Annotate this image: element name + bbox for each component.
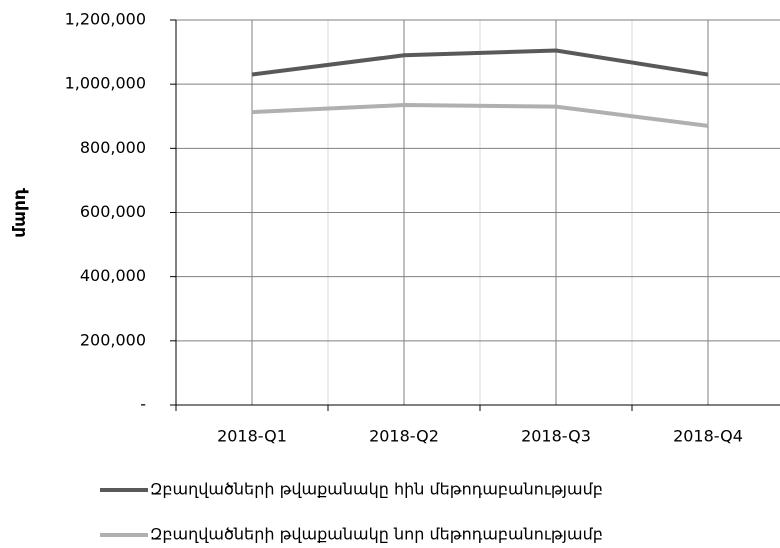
y-tick-label: 200,000 [80, 330, 146, 349]
series-line [251, 48, 709, 77]
y-tick-label: 600,000 [80, 202, 146, 221]
x-tick-label: 2018-Q4 [673, 427, 743, 446]
y-tick-label: - [140, 395, 146, 414]
x-tick-label: 2018-Q1 [217, 427, 287, 446]
series-line [251, 103, 709, 128]
x-tick-label: 2018-Q2 [369, 427, 439, 446]
y-tick-label: 1,000,000 [65, 74, 146, 93]
y-axis-label: մարդ [10, 188, 30, 238]
y-tick-label: 1,200,000 [65, 10, 146, 29]
legend-label: Զբաղվածների թվաքանակը նոր մեթոդաբանությա… [150, 525, 603, 544]
x-tick-label: 2018-Q3 [521, 427, 591, 446]
y-tick-label: 800,000 [80, 138, 146, 157]
legend-label: Զբաղվածների թվաքանակը հին մեթոդաբանությա… [150, 480, 603, 499]
y-tick-label: 400,000 [80, 266, 146, 285]
